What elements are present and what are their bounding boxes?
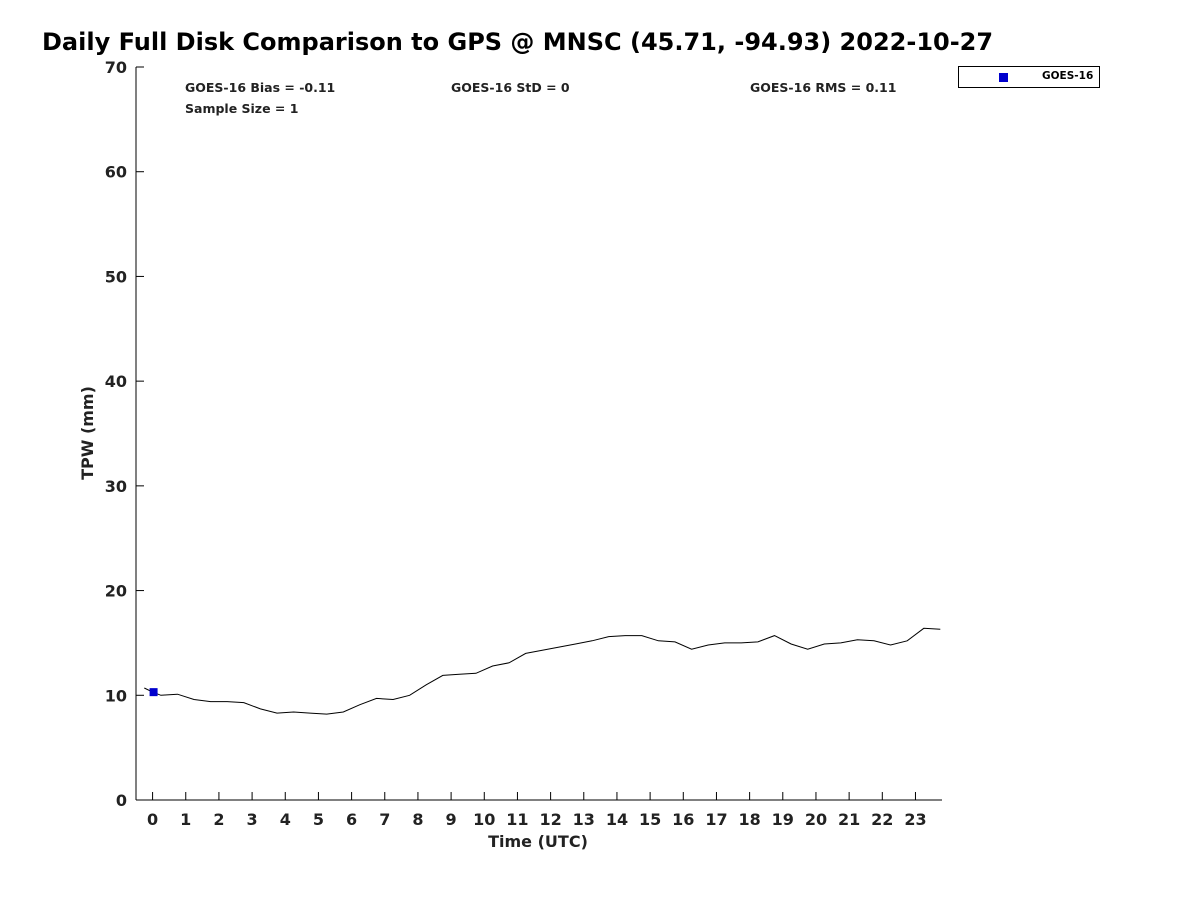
x-tick-label: 15 — [639, 810, 661, 829]
goes16-data-point — [149, 688, 158, 697]
x-tick-label: 18 — [738, 810, 760, 829]
x-tick-label: 21 — [838, 810, 860, 829]
y-tick-label: 50 — [105, 267, 127, 286]
x-tick-label: 6 — [346, 810, 357, 829]
sample-size-stat: Sample Size = 1 — [185, 101, 299, 116]
x-tick-label: 9 — [446, 810, 457, 829]
y-tick-label: 60 — [105, 163, 127, 182]
x-axis-label: Time (UTC) — [488, 832, 588, 851]
legend-swatch-goes16 — [999, 73, 1008, 82]
x-tick-label: 11 — [506, 810, 528, 829]
y-tick-label: 70 — [105, 58, 127, 77]
x-tick-label: 3 — [247, 810, 258, 829]
x-tick-label: 20 — [805, 810, 827, 829]
x-tick-label: 23 — [904, 810, 926, 829]
chart-title: Daily Full Disk Comparison to GPS @ MNSC… — [42, 28, 994, 56]
x-tick-label: 13 — [573, 810, 595, 829]
gps-tpw-line — [144, 627, 941, 715]
series — [144, 627, 941, 715]
bias-stat: GOES-16 Bias = -0.11 — [185, 80, 336, 95]
x-tick-label: 16 — [672, 810, 694, 829]
x-tick-label: 12 — [539, 810, 561, 829]
x-tick-label: 1 — [180, 810, 191, 829]
x-tick-label: 7 — [379, 810, 390, 829]
x-tick-label: 17 — [705, 810, 727, 829]
x-tick-label: 8 — [412, 810, 423, 829]
x-tick-label: 5 — [313, 810, 324, 829]
x-tick-label: 2 — [213, 810, 224, 829]
y-tick-label: 40 — [105, 372, 127, 391]
std-stat: GOES-16 StD = 0 — [451, 80, 570, 95]
legend-label-goes16: GOES-16 — [1042, 70, 1094, 82]
y-tick-label: 30 — [105, 477, 127, 496]
x-tick-label: 22 — [871, 810, 893, 829]
x-tick-label: 14 — [606, 810, 628, 829]
rms-stat: GOES-16 RMS = 0.11 — [750, 80, 897, 95]
y-axis-label: TPW (mm) — [78, 386, 97, 480]
y-tick-label: 20 — [105, 582, 127, 601]
x-tick-label: 10 — [473, 810, 495, 829]
axes — [135, 67, 942, 801]
legend: GOES-16 — [958, 66, 1100, 88]
x-tick-label: 4 — [280, 810, 291, 829]
x-tick-label: 19 — [772, 810, 794, 829]
y-tick-label: 0 — [116, 791, 127, 810]
x-tick-label: 0 — [147, 810, 158, 829]
y-tick-label: 10 — [105, 686, 127, 705]
